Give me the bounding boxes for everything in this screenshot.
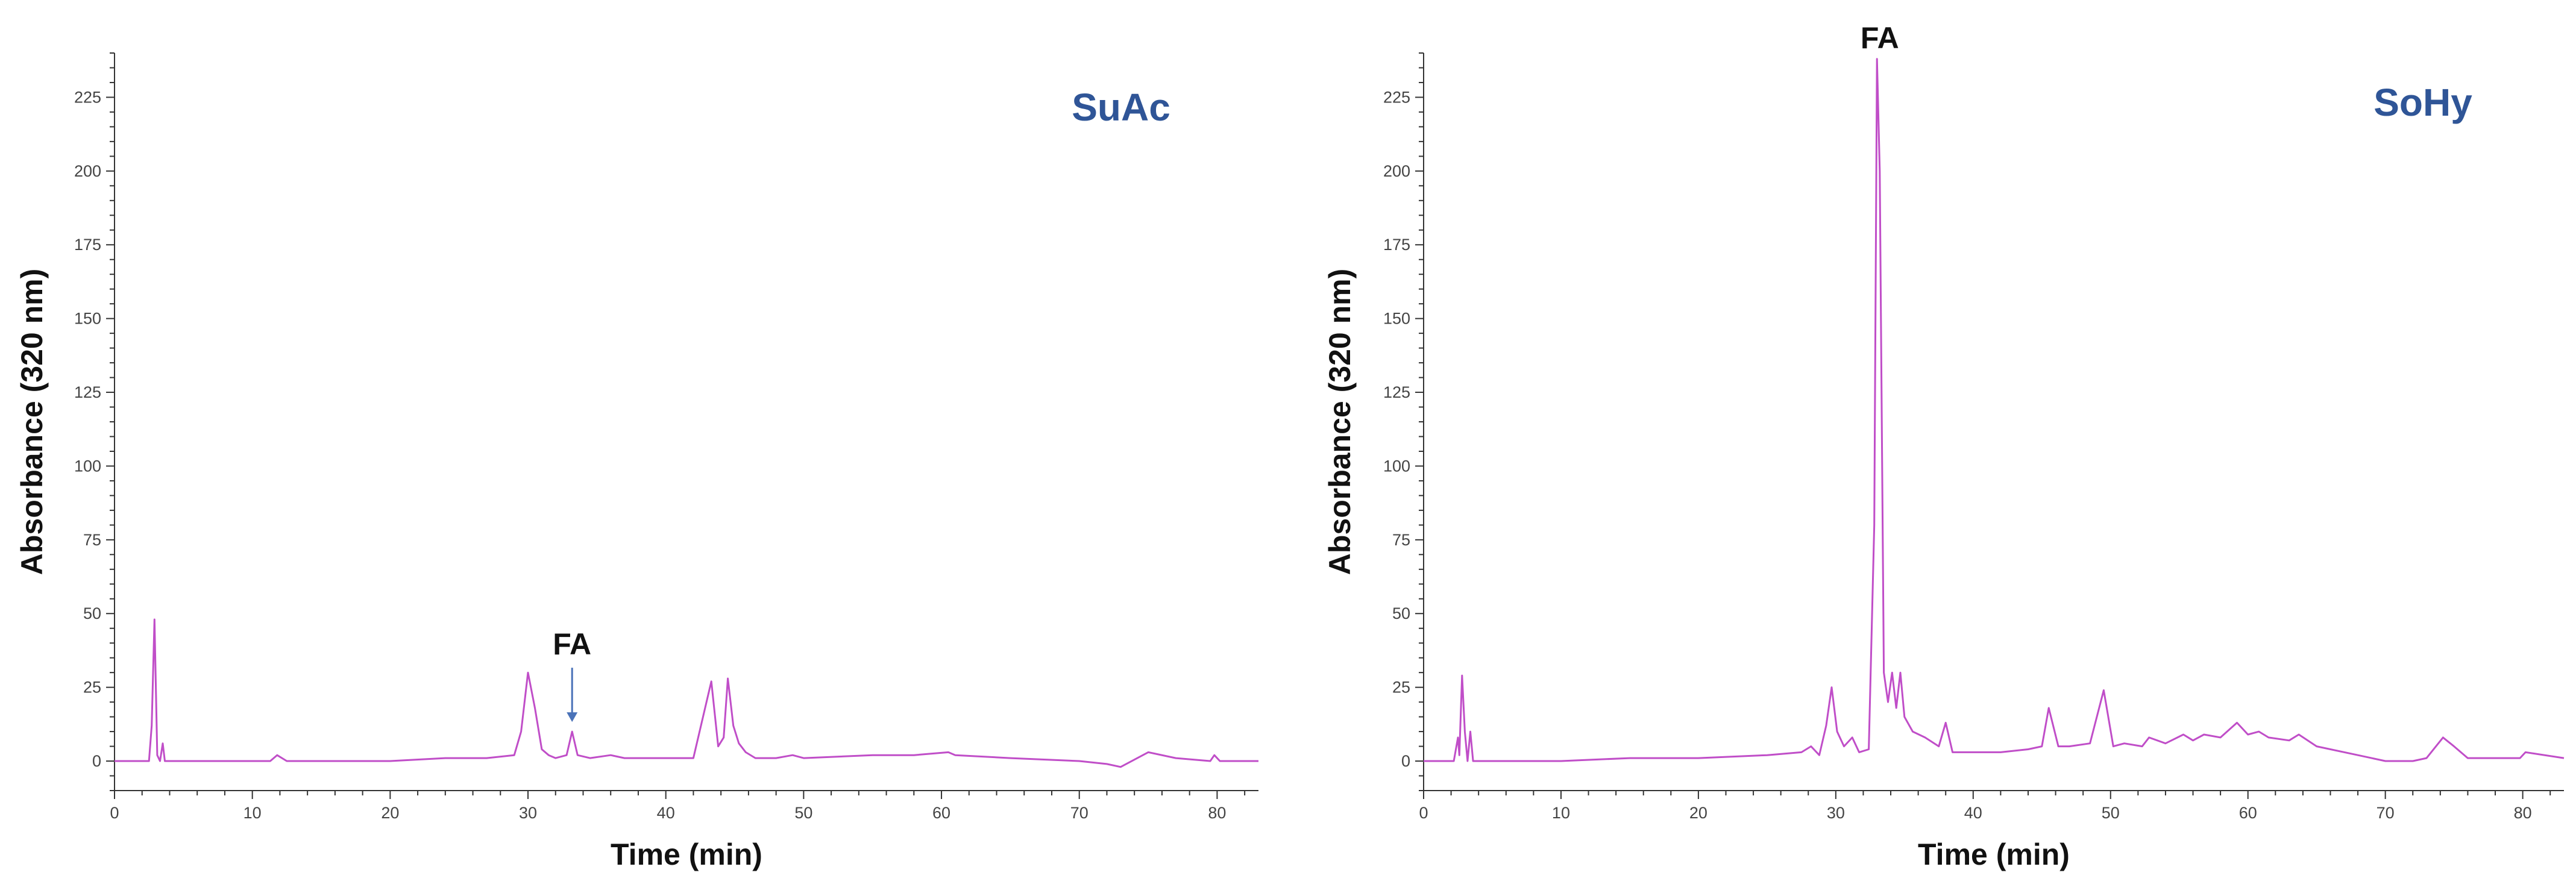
y-tick-label: 0 xyxy=(92,752,101,770)
x-tick-label: 30 xyxy=(519,804,537,822)
y-tick-label: 25 xyxy=(1392,678,1410,697)
y-tick-label: 225 xyxy=(74,88,101,106)
fa-annotation-label: FA xyxy=(553,627,591,661)
y-tick-label: 75 xyxy=(83,531,101,549)
y-tick-label: 150 xyxy=(74,310,101,328)
y-axis-title: Absorbance (320 nm) xyxy=(1323,269,1357,575)
x-axis-title: Time (min) xyxy=(1918,838,2070,871)
x-tick-label: 0 xyxy=(1419,804,1428,822)
y-tick-label: 200 xyxy=(1383,162,1410,180)
y-tick-label: 100 xyxy=(74,457,101,475)
x-tick-label: 10 xyxy=(1552,804,1570,822)
y-tick-label: 0 xyxy=(1401,752,1410,770)
x-tick-label: 60 xyxy=(2239,804,2257,822)
x-tick-label: 80 xyxy=(1208,804,1226,822)
x-tick-label: 80 xyxy=(2514,804,2532,822)
panel-label: SoHy xyxy=(2373,81,2472,124)
y-tick-label: 125 xyxy=(74,383,101,401)
y-tick-label: 100 xyxy=(1383,457,1410,475)
chromatogram-trace xyxy=(1424,58,2565,762)
chart-panel-sohy: 0 10 20 30 40 50 60 70 80 0 25 50 75 100 125 150 175 200 2… xyxy=(1323,21,2565,871)
y-tick-label: 75 xyxy=(1392,531,1410,549)
x-tick-label: 70 xyxy=(2377,804,2395,822)
y-tick-label: 200 xyxy=(74,162,101,180)
fa-annotation-label: FA xyxy=(1861,21,1899,55)
y-tick-label: 125 xyxy=(1383,383,1410,401)
y-tick-label: 50 xyxy=(1392,604,1410,622)
x-tick-label: 50 xyxy=(2102,804,2120,822)
y-tick-label: 150 xyxy=(1383,310,1410,328)
y-tick-label: 25 xyxy=(83,678,101,697)
y-axis-title: Absorbance (320 nm) xyxy=(15,269,49,575)
x-tick-label: 30 xyxy=(1827,804,1845,822)
panel-label: SuAc xyxy=(1072,86,1170,129)
chart-panel-suac: 0 10 20 30 40 50 60 70 80 0 25 50 75 100 125 150 175 200 2… xyxy=(15,52,1258,871)
x-tick-label: 50 xyxy=(794,804,812,822)
y-tick-label: 50 xyxy=(83,604,101,622)
y-tick-label: 175 xyxy=(74,236,101,254)
y-tick-label: 175 xyxy=(1383,236,1410,254)
x-tick-label: 60 xyxy=(932,804,950,822)
fa-arrow-head xyxy=(567,712,578,722)
y-tick-label: 225 xyxy=(1383,88,1410,106)
chromatogram-trace xyxy=(115,618,1258,768)
x-tick-label: 20 xyxy=(381,804,399,822)
x-tick-label: 10 xyxy=(243,804,262,822)
x-tick-label: 40 xyxy=(1964,804,1982,822)
x-tick-label: 70 xyxy=(1070,804,1089,822)
x-axis-title: Time (min) xyxy=(611,838,762,871)
x-tick-label: 0 xyxy=(110,804,119,822)
x-tick-label: 20 xyxy=(1689,804,1707,822)
x-tick-label: 40 xyxy=(657,804,675,822)
